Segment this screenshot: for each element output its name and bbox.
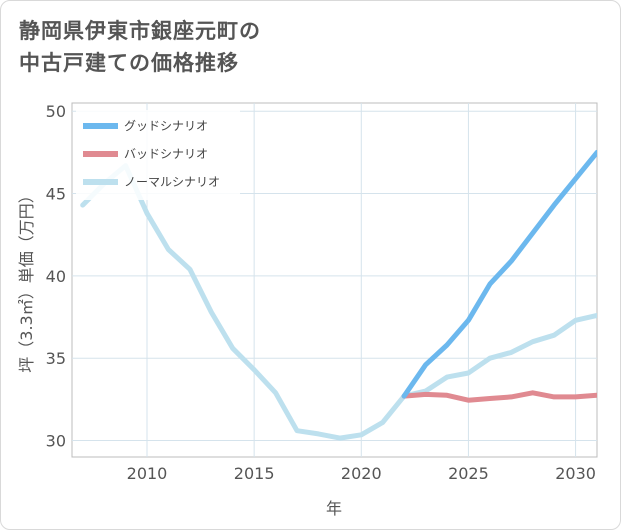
chart-title-line2: 中古戸建ての価格推移 (19, 51, 239, 75)
legend-label-normal: ノーマルシナリオ (124, 175, 220, 189)
y-tick-label: 45 (46, 185, 66, 204)
y-tick-labels: 30 35 40 45 50 (46, 102, 66, 450)
series-line-normal (80, 163, 597, 441)
x-tick-label: 2025 (448, 464, 489, 483)
x-tick-label: 2015 (234, 464, 275, 483)
series-line-good (401, 149, 597, 399)
series-line-bad (401, 390, 597, 403)
series-lines (80, 149, 597, 441)
chart-title-line1: 静岡県伊東市銀座元町の (19, 19, 261, 43)
legend-label-good: グッドシナリオ (124, 119, 208, 133)
x-axis-label: 年 (326, 499, 342, 518)
x-tick-label: 2010 (127, 464, 168, 483)
x-tick-label: 2030 (555, 464, 596, 483)
legend-label-bad: バッドシナリオ (124, 147, 208, 161)
chart-title: 静岡県伊東市銀座元町の 中古戸建ての価格推移 (19, 15, 579, 79)
y-tick-label: 35 (46, 349, 66, 368)
y-tick-label: 50 (46, 102, 66, 121)
y-axis-label: 坪（3.3㎡）単価（万円） (17, 187, 36, 372)
x-tick-label: 2020 (341, 464, 382, 483)
y-tick-label: 40 (46, 267, 66, 286)
y-tick-label: 30 (46, 432, 66, 451)
x-tick-labels: 2010 2015 2020 2025 2030 (127, 464, 596, 483)
